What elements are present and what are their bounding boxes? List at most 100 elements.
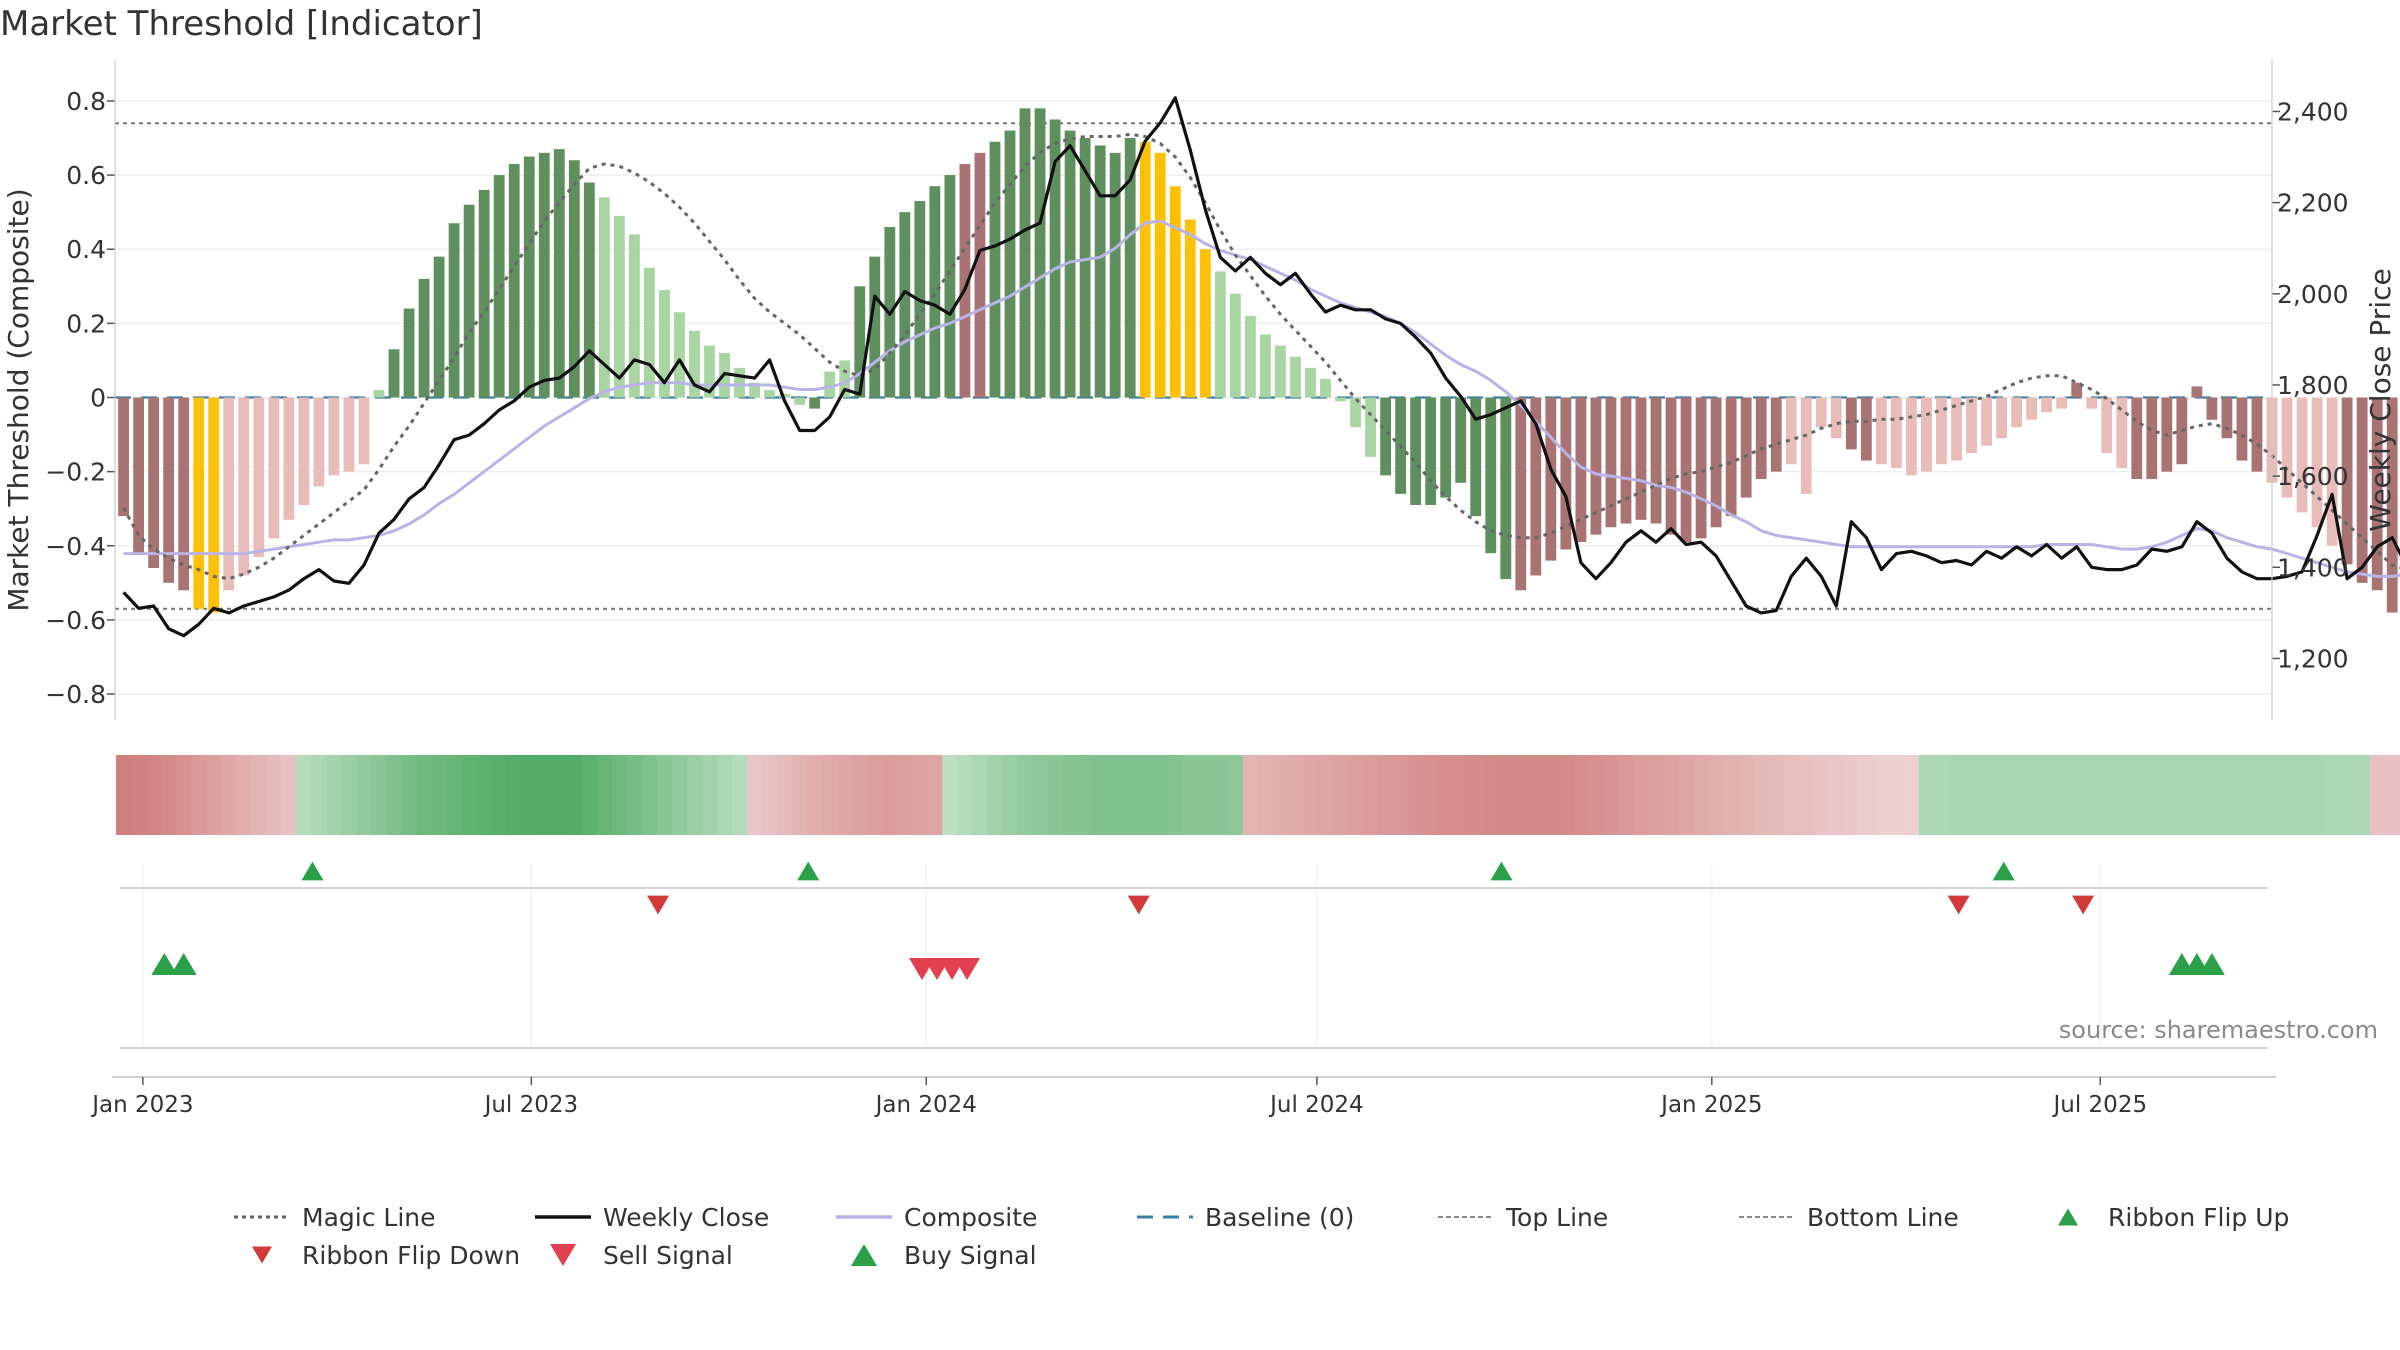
composite-bar: [553, 149, 565, 398]
composite-bar: [974, 152, 986, 398]
legend-swatch-icon: [535, 1215, 591, 1219]
ribbon-cell: [1122, 755, 1139, 835]
composite-bar: [689, 330, 700, 398]
composite-bar: [1605, 397, 1617, 528]
composite-bar: [538, 152, 550, 398]
ribbon-strip: [116, 755, 2400, 835]
composite-bar: [1064, 130, 1076, 398]
composite-bar: [1049, 119, 1061, 398]
ribbon-cell: [942, 755, 959, 835]
composite-bar: [1635, 397, 1647, 520]
swatch-triangle: [252, 1246, 272, 1264]
composite-bar: [1785, 397, 1797, 465]
ribbon-cell: [1603, 755, 1620, 835]
ribbon-flip-up-marker: [1992, 861, 2015, 881]
ribbon-cell: [536, 755, 553, 835]
legend-item: Bottom Line: [1735, 1203, 2036, 1232]
ribbon-cell: [596, 755, 613, 835]
ribbon-cell: [2099, 755, 2115, 835]
ribbon-cell: [1272, 755, 1289, 835]
ribbon-cell: [2339, 755, 2356, 835]
ribbon-cell: [1573, 755, 1590, 835]
ribbon-cell: [912, 755, 928, 835]
composite-bar: [1169, 186, 1181, 398]
ribbon-cell: [2354, 755, 2371, 835]
x-tick-label: Jan 2025: [1659, 1092, 1762, 1118]
ribbon-cell: [1483, 755, 1499, 835]
ribbon-cell: [1528, 755, 1544, 835]
legend-swatch-icon: [234, 1215, 290, 1219]
composite-bar: [1229, 293, 1241, 398]
composite-bar: [959, 163, 971, 398]
ribbon-cell: [1979, 755, 1995, 835]
composite-bar: [1154, 152, 1166, 398]
composite-bar: [403, 308, 415, 398]
composite-bar: [644, 267, 655, 398]
composite-bar: [298, 397, 310, 505]
ribbon-cell: [1182, 755, 1199, 835]
ribbon-cell: [1513, 755, 1529, 835]
ribbon-cell: [1092, 755, 1109, 835]
composite-bar: [2236, 397, 2248, 461]
composite-bar: [2191, 386, 2203, 398]
ribbon-cell: [1723, 755, 1740, 835]
ribbon-cell: [2084, 755, 2100, 835]
ribbon-cell: [2024, 755, 2040, 835]
composite-bar: [1259, 334, 1271, 398]
ribbon-cell: [1152, 755, 1169, 835]
composite-bar: [223, 397, 235, 591]
y-tick-label: −0.6: [45, 606, 106, 635]
ribbon-cell: [2234, 755, 2251, 835]
composite-bar: [2056, 397, 2068, 409]
ribbon-flip-down-marker: [1127, 895, 1150, 915]
composite-bar: [238, 397, 250, 576]
ribbon-cell: [131, 755, 147, 835]
ribbon-cell: [2204, 755, 2221, 835]
ribbon-cell: [1453, 755, 1469, 835]
ribbon-cell: [1302, 755, 1319, 835]
ribbon-cell: [356, 755, 373, 835]
composite-bar: [2041, 397, 2053, 413]
composite-bar: [463, 204, 475, 398]
composite-bar: [1004, 130, 1016, 398]
ribbon-flip-down-marker: [1947, 895, 1970, 915]
ribbon-cell: [1077, 755, 1094, 835]
ribbon-flip-up-marker: [797, 861, 820, 881]
legend-item: Sell Signal: [531, 1241, 832, 1270]
ribbon-cell: [191, 755, 207, 835]
composite-bar: [178, 397, 190, 591]
composite-bar: [1109, 152, 1121, 398]
ribbon-cell: [927, 755, 943, 835]
composite-bar: [1650, 397, 1662, 524]
ribbon-cell: [1062, 755, 1079, 835]
ribbon-cell: [2219, 755, 2236, 835]
composite-bar: [2116, 397, 2128, 468]
composite-bar: [2251, 397, 2263, 472]
composite-bar: [674, 312, 685, 398]
composite-bar: [1665, 397, 1677, 535]
ribbon-cell: [807, 755, 823, 835]
composite-bar: [1410, 397, 1422, 505]
buy-signal-marker: [151, 952, 178, 976]
composite-bar: [2296, 397, 2308, 513]
ribbon-cell: [1888, 755, 1905, 835]
ribbon-cell: [837, 755, 853, 835]
legend-item: Buy Signal: [832, 1241, 1133, 1270]
composite-bar: [1184, 219, 1196, 398]
composite-bar: [2206, 397, 2218, 420]
ribbon-cell: [581, 755, 598, 835]
composite-bar: [1214, 271, 1226, 398]
composite-bar: [118, 397, 129, 517]
legend-swatch-icon: [550, 1243, 576, 1267]
ribbon-flip-up-marker: [1490, 861, 1513, 881]
ribbon-cell: [506, 755, 523, 835]
ribbon-cell: [611, 755, 628, 835]
y-tick-label: −0.8: [45, 680, 106, 709]
composite-bar: [613, 215, 625, 398]
composite-bar: [1425, 397, 1437, 505]
ribbon-cell: [702, 755, 718, 835]
y-tick-label: 0.2: [66, 309, 106, 338]
composite-bar: [388, 349, 400, 398]
legend: Magic Line Weekly Close Composite Baseline …: [230, 1198, 2350, 1274]
composite-bar: [2281, 397, 2293, 498]
